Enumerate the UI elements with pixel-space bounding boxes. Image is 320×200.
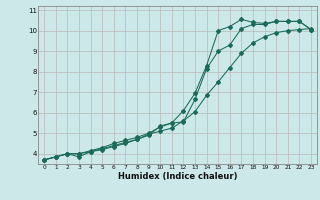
X-axis label: Humidex (Indice chaleur): Humidex (Indice chaleur) xyxy=(118,172,237,181)
